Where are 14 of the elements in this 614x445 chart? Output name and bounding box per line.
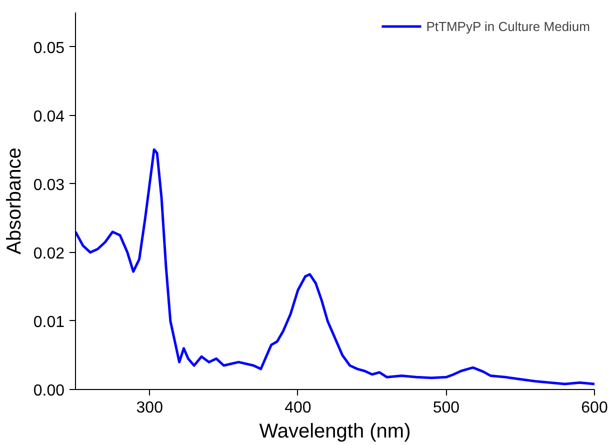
y-tick-label: 0.04 <box>33 108 65 126</box>
x-tick-label: 500 <box>432 400 460 416</box>
x-tick-label: 300 <box>136 400 164 416</box>
x-tick-label: 400 <box>284 400 312 416</box>
line-series <box>76 148 594 386</box>
y-tick-label: 0.00 <box>33 382 65 400</box>
y-tick-label: 0.03 <box>33 176 65 194</box>
y-tick-label: 0.01 <box>33 314 65 331</box>
y-tick-label: 0.05 <box>33 40 65 57</box>
y-axis-title: Absorbance <box>3 148 26 254</box>
legend-label: PtTMPyP in Culture Medium <box>426 18 590 34</box>
y-tick-label: 0.02 <box>33 245 65 262</box>
x-tick-label: 600 <box>581 400 608 416</box>
x-axis-title: Wavelength (nm) <box>259 420 411 442</box>
